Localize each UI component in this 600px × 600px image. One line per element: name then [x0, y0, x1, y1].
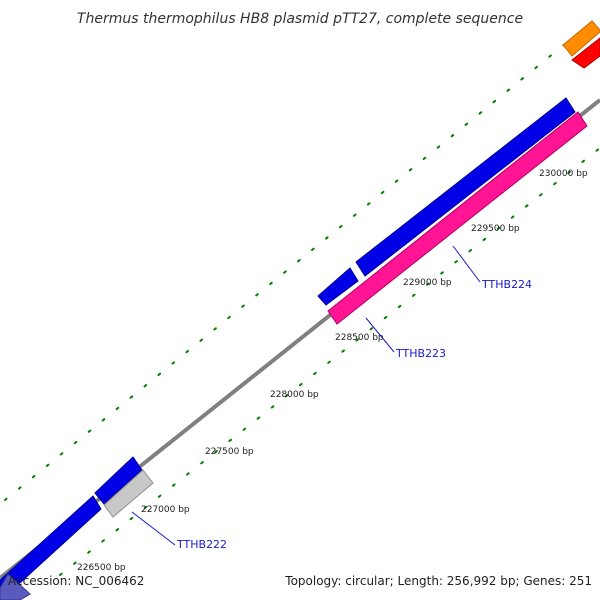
- gene-red[interactable]: [571, 37, 600, 69]
- gene-label-tthb224[interactable]: TTHB224: [481, 278, 532, 291]
- map-title: Thermus thermophilus HB8 plasmid pTT27, …: [77, 11, 523, 27]
- inner-tick-ring: [59, 147, 600, 576]
- gene-orange[interactable]: [562, 20, 600, 57]
- tick-label-228500: 228500 bp: [335, 333, 384, 343]
- tick-label-227500: 227500 bp: [205, 447, 254, 457]
- cds-blue-lower-2[interactable]: [0, 495, 102, 593]
- leader-line-tthb223: [365, 317, 395, 353]
- gene-label-tthb223[interactable]: TTHB223: [395, 347, 446, 360]
- tick-label-228000: 228000 bp: [270, 390, 319, 400]
- cds-blue-upper[interactable]: [355, 97, 576, 277]
- tick-label-230000: 230000 bp: [539, 169, 588, 179]
- leader-line-tthb222: [131, 511, 176, 546]
- gene-label-tthb222[interactable]: TTHB222: [176, 538, 227, 551]
- cds-blue-arrow-small[interactable]: [317, 267, 359, 306]
- leader-line-tthb224: [452, 245, 481, 283]
- accession-text: Accession: NC_006462: [8, 574, 144, 588]
- sequence-summary-text: Topology: circular; Length: 256,992 bp; …: [284, 574, 592, 588]
- gene-tthb222[interactable]: [103, 469, 154, 518]
- gene-fragment-bottom-left: [0, 573, 31, 600]
- tick-label-229000: 229000 bp: [403, 278, 452, 288]
- gene-tthb223[interactable]: [327, 111, 588, 325]
- outer-tick-ring: [4, 21, 593, 501]
- cds-blue-lower-1[interactable]: [94, 456, 143, 505]
- tick-label-229500: 229500 bp: [471, 224, 520, 234]
- tick-label-227000: 227000 bp: [141, 505, 190, 515]
- tick-label-226500: 226500 bp: [77, 563, 126, 573]
